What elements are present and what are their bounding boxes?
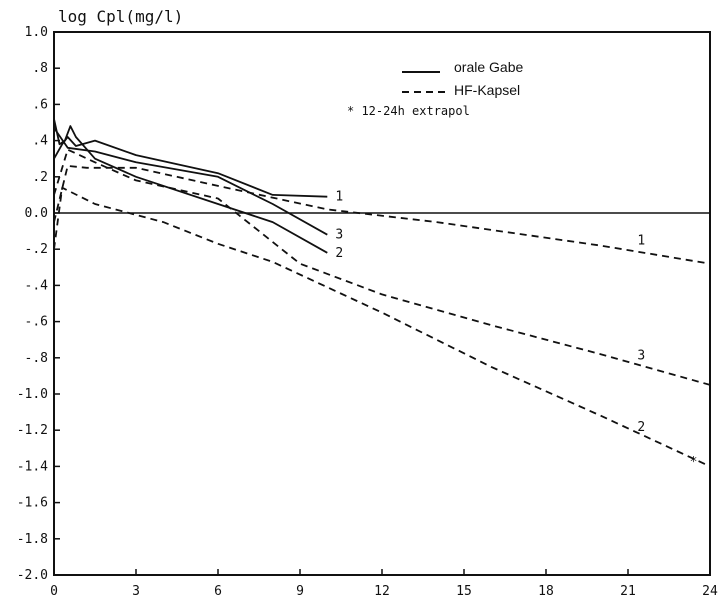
series-line-dashed-1 [53,164,711,265]
y-tick-label: 1.0 [25,25,48,40]
x-tick-label: 0 [50,584,58,599]
series-label-solid-1: 1 [335,190,343,205]
y-tick-label: .4 [32,134,48,149]
series-line-solid-3 [53,127,328,236]
y-axis-label: log Cpl(mg/l) [58,7,183,26]
x-tick-label: 3 [132,584,140,599]
series-labels-group: 1 3 2 1 3 2 * [335,190,697,470]
y-tick-label: -1.6 [17,496,48,511]
y-tick-label: -1.8 [17,532,48,547]
x-tick-label: 21 [620,584,636,599]
y-tick-label: -1.4 [17,459,48,474]
legend: orale Gabe HF-Kapsel * 12-24h extrapol [347,59,523,118]
series-line-dashed-2 [53,186,711,468]
series-label-dashed-1: 1 [637,234,645,249]
legend-entry-dashed: HF-Kapsel [454,82,520,98]
x-tick-label: 9 [296,584,304,599]
series-label-solid-2: 2 [335,246,343,261]
y-tick-label: .8 [32,61,48,76]
x-tick-label: 15 [456,584,472,599]
y-tick-label: -1.2 [17,423,48,438]
y-tick-label: -.2 [25,242,48,257]
x-tick-label: 12 [374,584,390,599]
legend-note: * 12-24h extrapol [347,104,470,118]
y-tick-label: -2.0 [17,568,48,583]
series-group [53,118,711,468]
annotation-asterisk: * [690,455,698,470]
y-tick-label: -1.0 [17,387,48,402]
y-tick-label: -.6 [25,315,48,330]
x-tick-label: 18 [538,584,554,599]
y-tick-label: -.8 [25,351,48,366]
series-line-solid-1 [53,136,328,198]
series-label-dashed-2: 2 [637,420,645,435]
y-tick-label: -.4 [25,278,49,293]
series-label-dashed-3: 3 [637,349,645,364]
y-tick-label: .6 [32,97,48,112]
y-tick-label: .2 [32,170,48,185]
x-tick-label: 24 [702,584,718,599]
series-label-solid-3: 3 [335,228,343,243]
series-line-solid-2 [53,118,328,254]
x-tick-label: 6 [214,584,222,599]
series-line-dashed-3 [53,148,711,386]
y-tick-label: 0.0 [25,206,48,221]
axes-group: 1.0 .8 .6 .4 .2 0.0 -.2 -.4 -.6 -.8 -1.0 -1.2 -1.4 -1… [17,25,718,599]
legend-entry-solid: orale Gabe [454,59,523,75]
